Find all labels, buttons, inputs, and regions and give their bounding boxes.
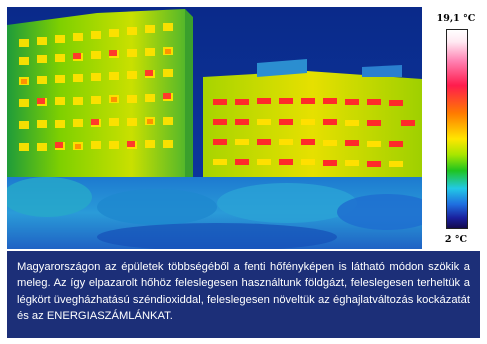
left-building-hotspots	[37, 50, 171, 148]
left-building	[7, 9, 193, 207]
scale-min-label: 2 °C	[444, 234, 468, 245]
caption-text: Magyarországon az épületek többségéből a…	[17, 261, 470, 323]
temperature-scale: 19,1 °C 2 °C	[432, 7, 480, 249]
right-building-windows	[213, 98, 415, 167]
caption-box: Magyarországon az épületek többségéből a…	[7, 251, 480, 338]
ground-foliage	[7, 177, 422, 249]
color-scale-bar	[446, 29, 468, 229]
thermal-buildings-graphic	[7, 7, 422, 249]
scale-max-label: 19,1 °C	[436, 13, 476, 24]
thermal-image	[7, 7, 422, 249]
